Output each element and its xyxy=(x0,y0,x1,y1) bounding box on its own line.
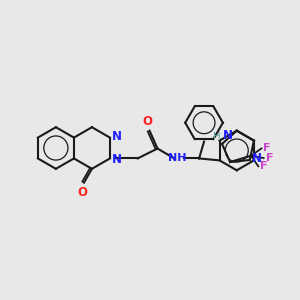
Text: F: F xyxy=(263,143,271,153)
Text: H: H xyxy=(213,132,221,142)
Text: F: F xyxy=(266,153,273,163)
Text: F: F xyxy=(260,161,268,171)
Text: NH: NH xyxy=(168,153,187,164)
Text: N: N xyxy=(223,129,233,142)
Text: N: N xyxy=(112,153,122,166)
Text: N: N xyxy=(252,152,262,166)
Text: N: N xyxy=(112,130,122,143)
Text: O: O xyxy=(77,186,87,199)
Text: O: O xyxy=(142,115,153,128)
